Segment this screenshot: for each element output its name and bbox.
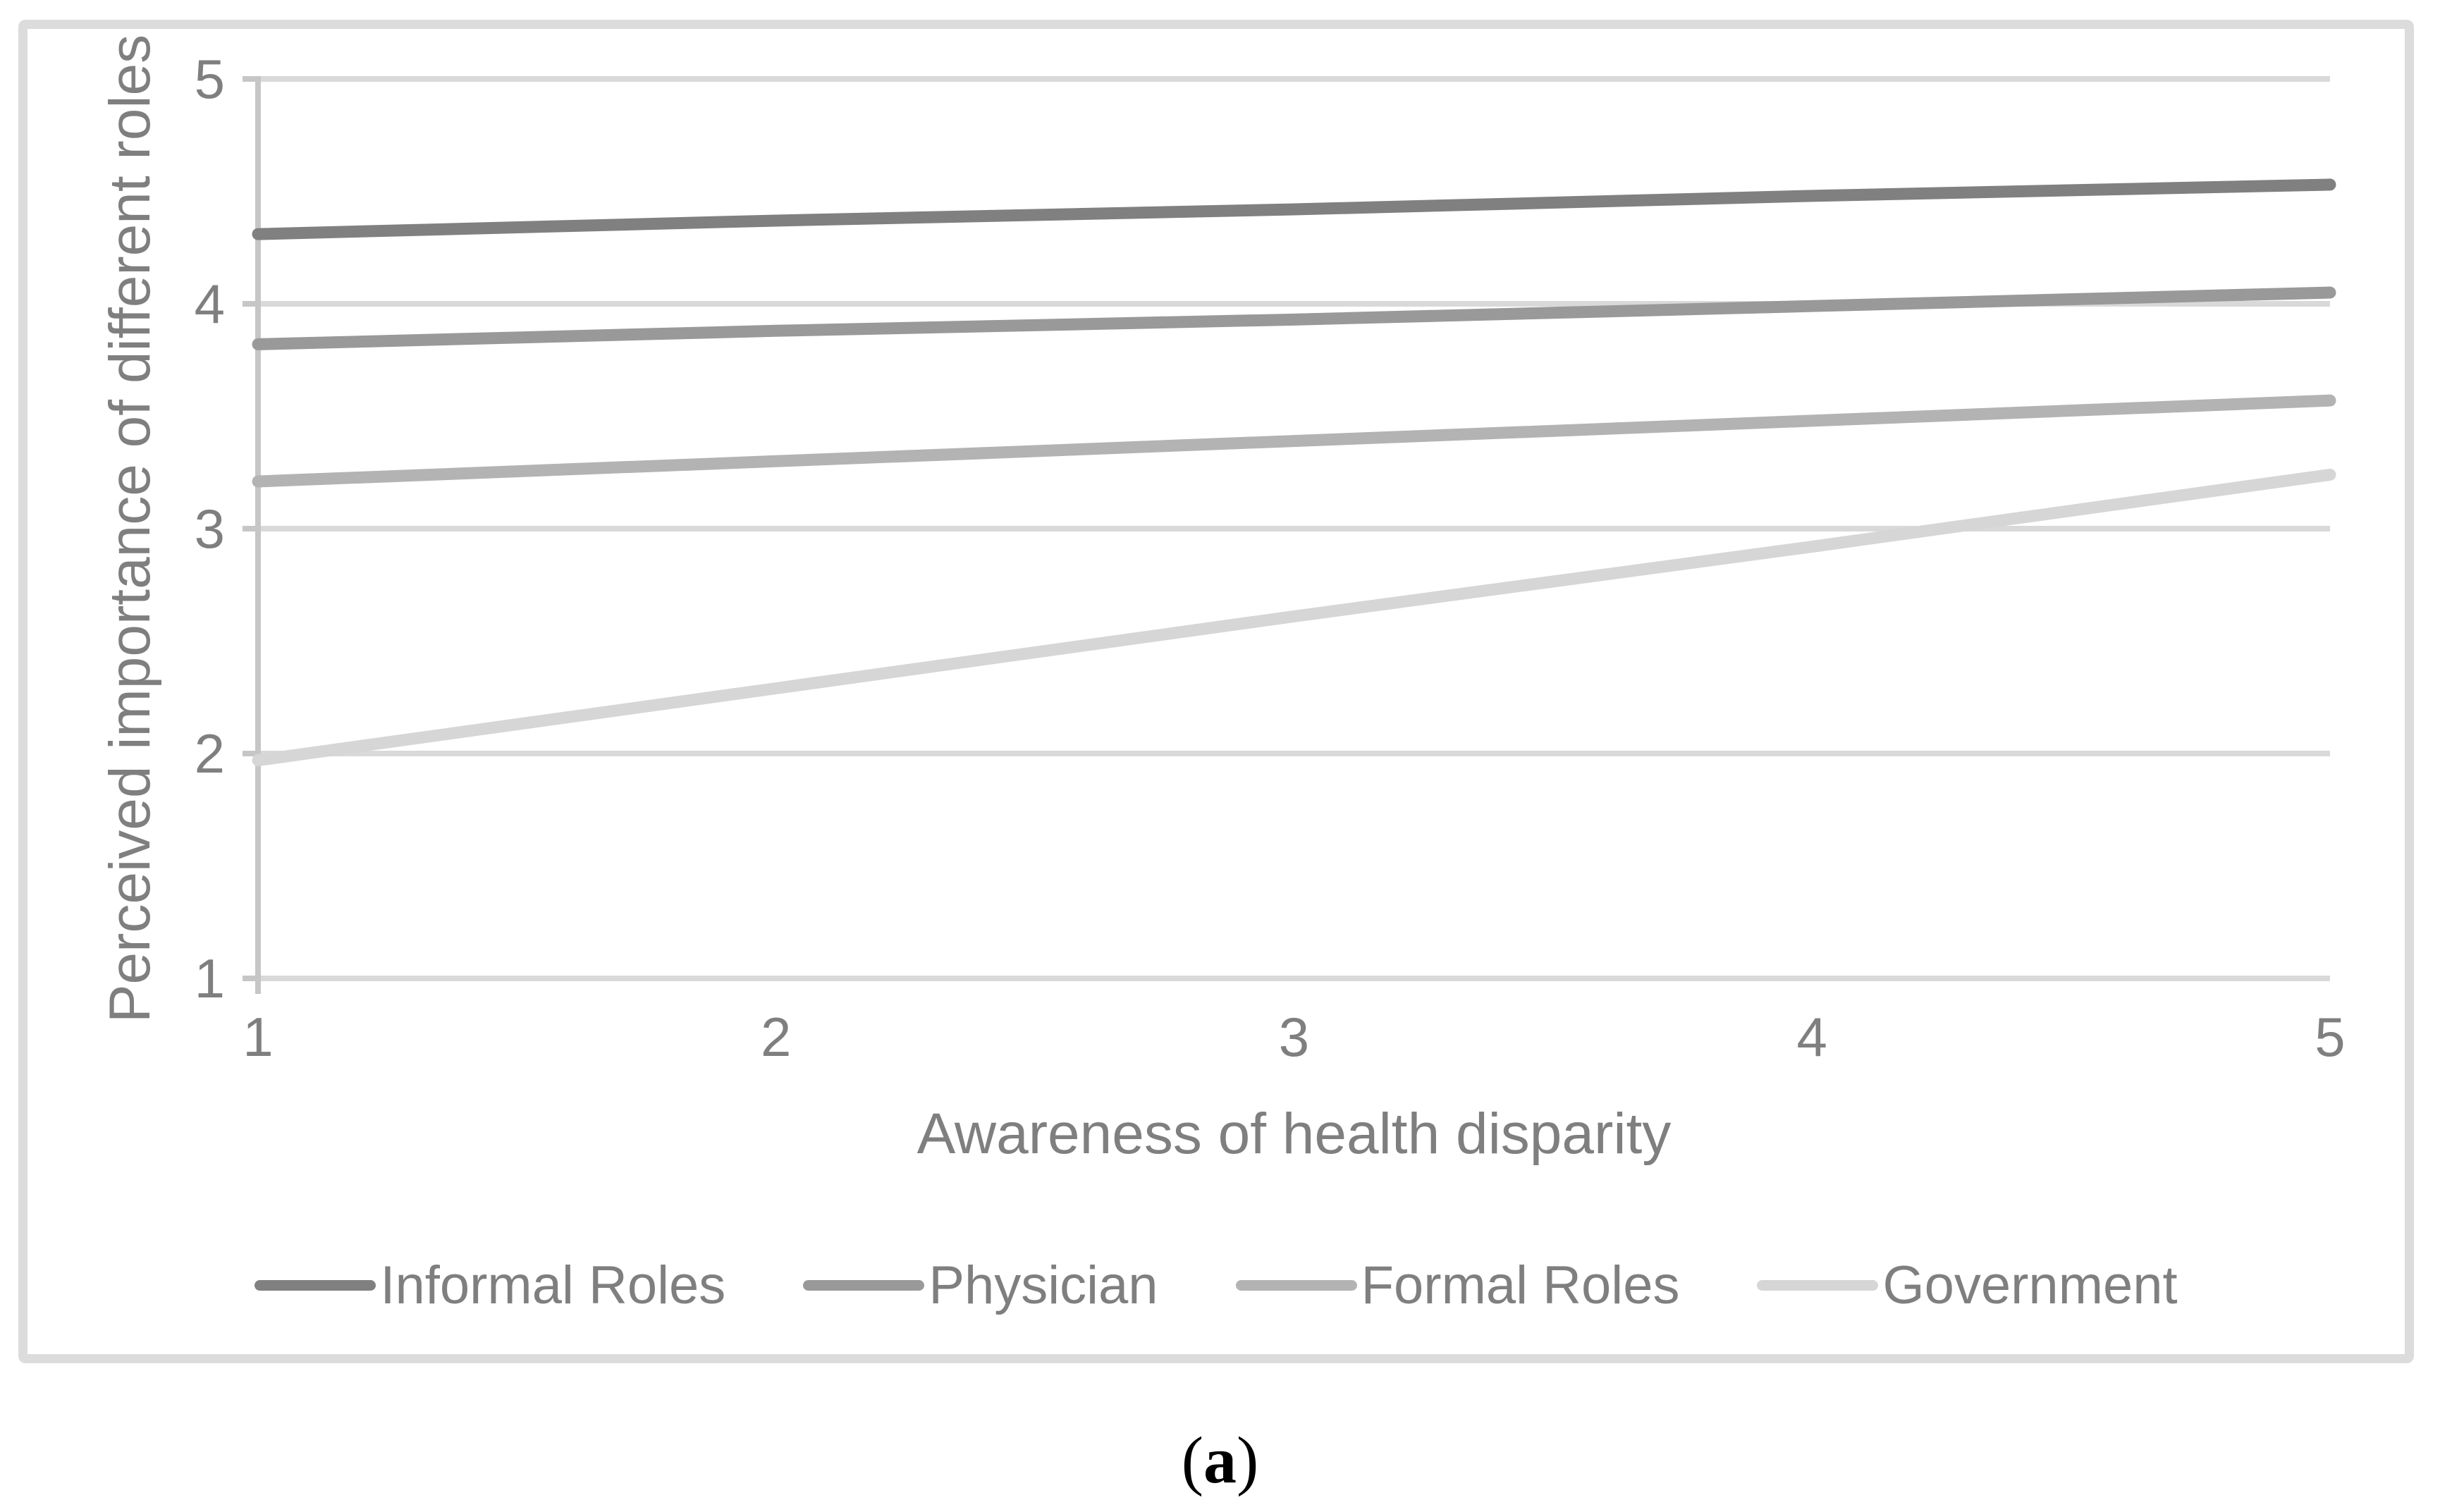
legend-swatch-government bbox=[1757, 1279, 1879, 1291]
legend: Informal Roles Physician Formal Roles Gover… bbox=[18, 1248, 2414, 1322]
chart-frame bbox=[18, 20, 2414, 1363]
y-tick-label-5: 5 bbox=[194, 48, 225, 110]
x-tick-label-1: 1 bbox=[243, 1006, 274, 1068]
legend-item-informal-roles: Informal Roles bbox=[255, 1255, 725, 1316]
legend-swatch-informal-roles bbox=[255, 1279, 376, 1291]
series-line-physician bbox=[252, 286, 2336, 350]
x-axis-title: Awareness of health disparity bbox=[916, 1102, 1672, 1166]
legend-swatch-formal-roles bbox=[1235, 1279, 1357, 1291]
x-tick-label-4: 4 bbox=[1796, 1006, 1827, 1068]
x-tick-label-2: 2 bbox=[761, 1006, 792, 1068]
caption-open-paren: ( bbox=[1181, 1424, 1203, 1497]
y-tick-label-4: 4 bbox=[194, 273, 225, 335]
legend-label-formal-roles: Formal Roles bbox=[1361, 1255, 1680, 1315]
x-tick-label-3: 3 bbox=[1278, 1006, 1310, 1068]
y-axis-title: Perceived importance of different roles bbox=[98, 34, 162, 1024]
series-line-informal-roles bbox=[252, 178, 2336, 240]
legend-label-government: Government bbox=[1882, 1255, 2178, 1315]
y-tick-label-3: 3 bbox=[194, 498, 225, 560]
legend-label-physician: Physician bbox=[928, 1255, 1158, 1315]
legend-swatch-physician bbox=[803, 1279, 925, 1291]
series-line-formal-roles bbox=[252, 394, 2336, 488]
caption-letter: a bbox=[1203, 1424, 1237, 1497]
figure-caption: (a) bbox=[0, 1422, 2440, 1499]
caption-close-paren: ) bbox=[1237, 1424, 1259, 1497]
series-line-government bbox=[252, 468, 2336, 767]
legend-label-informal-roles: Informal Roles bbox=[380, 1255, 726, 1315]
legend-item-physician: Physician bbox=[803, 1255, 1158, 1316]
legend-item-formal-roles: Formal Roles bbox=[1235, 1255, 1680, 1316]
y-tick-label-2: 2 bbox=[194, 723, 225, 785]
legend-item-government: Government bbox=[1757, 1255, 2178, 1316]
x-tick-label-5: 5 bbox=[2315, 1006, 2346, 1068]
y-tick-label-1: 1 bbox=[194, 947, 225, 1009]
